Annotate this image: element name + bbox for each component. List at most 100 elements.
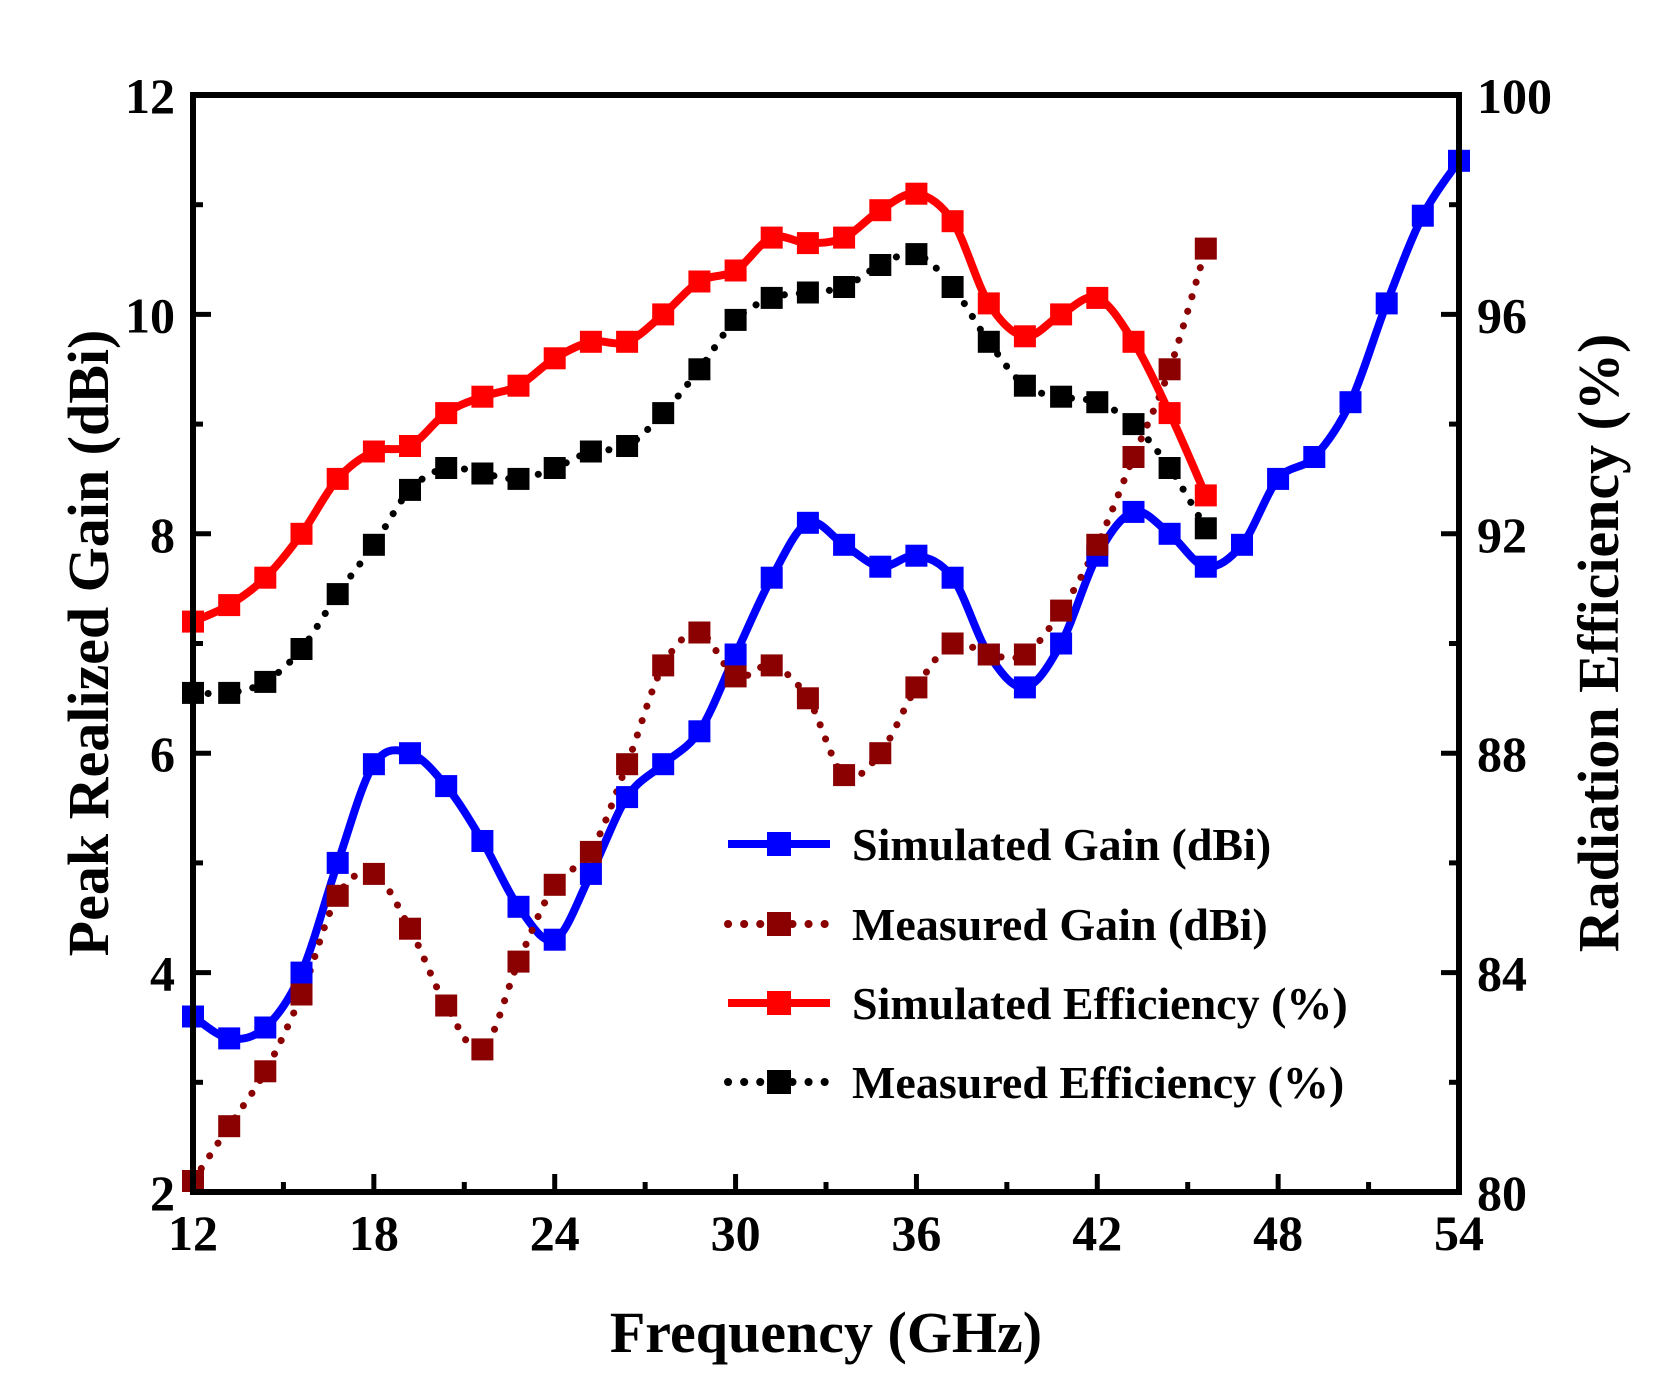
data-point-simulated-gain-dbi [869, 555, 892, 578]
data-point-simulated-efficiency [833, 226, 856, 249]
data-point-simulated-efficiency [1122, 330, 1145, 353]
data-point-simulated-gain-dbi [688, 720, 711, 743]
x-tick-label: 48 [1253, 1205, 1303, 1261]
data-point-measured-gain-dbi [1086, 533, 1109, 556]
data-point-simulated-gain-dbi [905, 544, 928, 567]
data-point-measured-efficiency [1158, 457, 1181, 479]
data-point-measured-gain-dbi [1050, 599, 1073, 622]
data-point-measured-efficiency [724, 308, 747, 331]
ticks-layer [190, 92, 1462, 1195]
data-point-measured-gain-dbi [652, 654, 675, 677]
legend-item-simulated-efficiency: Simulated Efficiency (%) [728, 978, 1348, 1029]
data-point-measured-efficiency [507, 467, 530, 490]
data-point-measured-gain-dbi [796, 687, 819, 710]
series-line-measured-gain-dbi [189, 245, 1210, 1185]
data-point-simulated-efficiency [616, 330, 639, 353]
data-point-measured-efficiency [435, 457, 458, 479]
data-point-measured-efficiency [399, 478, 421, 501]
y-right-tick-label: 92 [1477, 507, 1527, 563]
data-point-simulated-gain-dbi [796, 511, 819, 534]
data-point-simulated-gain-dbi [471, 830, 494, 852]
data-point-measured-efficiency [869, 254, 892, 276]
data-point-simulated-efficiency [905, 182, 928, 205]
data-point-simulated-gain-dbi [652, 753, 675, 776]
y-right-tick-label: 96 [1477, 287, 1527, 343]
data-point-simulated-efficiency [579, 330, 602, 353]
data-point-measured-gain-dbi [760, 654, 783, 677]
data-point-simulated-gain-dbi [724, 643, 747, 666]
data-point-measured-gain-dbi [1122, 446, 1145, 468]
data-point-simulated-gain-dbi [1122, 500, 1145, 523]
data-point-measured-gain-dbi [579, 840, 602, 863]
y-right-tick-label: 100 [1477, 68, 1552, 124]
legend-label-measured-gain: Measured Gain (dBi) [852, 899, 1268, 950]
x-tick-label: 24 [530, 1205, 580, 1261]
data-point-simulated-gain-dbi [290, 961, 313, 984]
data-point-simulated-efficiency [652, 303, 675, 326]
data-point-measured-efficiency [579, 440, 602, 463]
data-point-measured-gain-dbi [326, 884, 349, 907]
x-tick-label: 42 [1072, 1205, 1122, 1261]
data-point-simulated-gain-dbi [218, 1027, 241, 1050]
data-point-measured-efficiency [254, 670, 277, 693]
data-point-simulated-gain-dbi [1050, 632, 1073, 655]
y-left-tick-label: 2 [150, 1165, 175, 1221]
data-point-simulated-efficiency [290, 522, 313, 545]
legend-label-measured-efficiency: Measured Efficiency (%) [852, 1057, 1344, 1108]
data-point-simulated-gain-dbi [760, 566, 783, 589]
data-point-measured-efficiency [977, 330, 1000, 353]
x-tick-label: 36 [891, 1205, 941, 1261]
y-left-tick-label: 6 [150, 726, 175, 782]
data-point-measured-efficiency [326, 583, 349, 606]
x-tick-label: 54 [1434, 1205, 1484, 1261]
data-point-measured-efficiency [905, 243, 928, 266]
y-left-tick-label: 8 [150, 507, 175, 563]
data-point-simulated-efficiency [869, 199, 892, 222]
series-line-simulated-gain-dbi [189, 156, 1463, 1043]
data-point-simulated-efficiency [254, 566, 277, 589]
x-tick-label: 18 [349, 1205, 399, 1261]
data-point-measured-gain-dbi [507, 950, 530, 973]
data-point-measured-efficiency [652, 402, 675, 425]
data-point-measured-efficiency [941, 276, 964, 298]
data-point-measured-efficiency [1013, 374, 1036, 397]
data-point-simulated-efficiency [1013, 325, 1036, 348]
legend-marker-simulated-efficiency [767, 991, 791, 1015]
data-point-measured-gain-dbi [1158, 358, 1181, 381]
legend-label-simulated-gain: Simulated Gain (dBi) [852, 819, 1271, 870]
data-point-measured-gain-dbi [869, 742, 892, 765]
data-point-measured-gain-dbi [724, 665, 747, 688]
data-point-simulated-gain-dbi [507, 895, 530, 918]
data-point-measured-efficiency [543, 457, 566, 479]
data-point-simulated-gain-dbi [399, 742, 421, 765]
legend-marker-measured-efficiency [767, 1070, 791, 1094]
data-point-measured-gain-dbi [688, 621, 711, 644]
data-point-simulated-gain-dbi [616, 786, 639, 809]
data-point-simulated-gain-dbi [543, 928, 566, 951]
data-point-simulated-efficiency [399, 435, 421, 457]
data-point-simulated-gain-dbi [1158, 522, 1181, 545]
legend-item-measured-efficiency: Measured Efficiency (%) [724, 1057, 1344, 1108]
data-point-simulated-efficiency [507, 374, 530, 397]
data-point-measured-efficiency [616, 435, 639, 457]
data-point-measured-gain-dbi [616, 753, 639, 776]
data-point-measured-gain-dbi [1194, 237, 1217, 260]
legend-marker-simulated-gain [767, 832, 791, 856]
data-point-measured-gain-dbi [1013, 643, 1036, 666]
data-point-simulated-gain-dbi [579, 862, 602, 885]
data-point-simulated-gain-dbi [254, 1016, 277, 1039]
x-axis-title: Frequency (GHz) [610, 1300, 1042, 1365]
markers-layer [182, 149, 1470, 1192]
data-point-simulated-efficiency [1050, 303, 1073, 326]
data-point-simulated-gain-dbi [1411, 204, 1434, 227]
data-point-simulated-gain-dbi [1303, 446, 1326, 468]
data-point-simulated-efficiency [435, 402, 458, 425]
data-point-simulated-efficiency [471, 385, 494, 408]
legend-label-simulated-efficiency: Simulated Efficiency (%) [852, 978, 1348, 1029]
data-point-simulated-gain-dbi [435, 775, 458, 798]
data-point-measured-efficiency [471, 462, 494, 485]
data-point-simulated-efficiency [543, 347, 566, 370]
data-point-measured-gain-dbi [543, 873, 566, 896]
data-point-measured-efficiency [362, 533, 385, 556]
